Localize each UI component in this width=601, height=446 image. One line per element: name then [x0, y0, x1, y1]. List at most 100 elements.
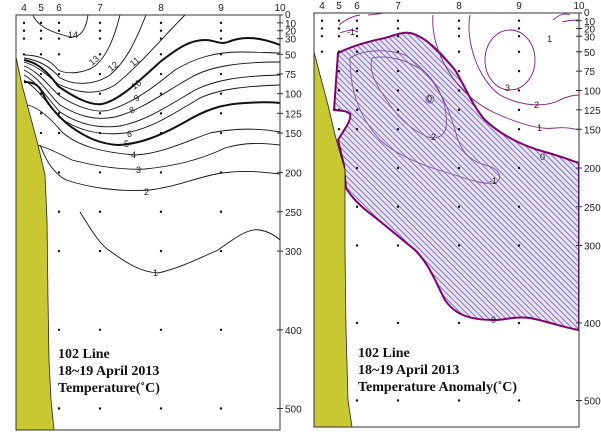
svg-text:6: 6 — [127, 129, 132, 139]
sample-point — [517, 128, 521, 131]
sample-point — [39, 29, 43, 32]
sample-point — [517, 321, 521, 325]
sample-point — [159, 131, 163, 135]
sample-point — [57, 92, 61, 95]
svg-text:1: 1 — [153, 268, 158, 278]
sample-point — [457, 166, 461, 170]
sample-point — [320, 50, 324, 53]
sample-point — [396, 19, 400, 22]
sample-point — [219, 92, 223, 95]
contour-1-top — [552, 13, 579, 23]
sample-point — [22, 21, 26, 25]
sample-point — [159, 92, 163, 95]
sample-point — [337, 89, 341, 92]
sample-point — [457, 69, 461, 73]
sample-point — [57, 171, 61, 174]
sample-point — [517, 27, 521, 30]
sample-point — [57, 37, 61, 40]
sample-points — [22, 21, 223, 410]
title-line-1: 102 Line — [358, 346, 410, 361]
depth-label: 300 — [584, 242, 601, 253]
sample-point — [517, 35, 521, 38]
svg-text:1: 1 — [537, 123, 542, 133]
contour-4 — [27, 104, 280, 156]
sample-point — [396, 27, 400, 30]
station-label: 4 — [21, 3, 27, 14]
sample-point — [396, 399, 400, 402]
depth-label: 100 — [285, 90, 302, 101]
contour-1 — [432, 14, 579, 131]
svg-text:14: 14 — [68, 30, 78, 40]
sample-point — [517, 108, 521, 112]
station-label: 5 — [336, 1, 342, 12]
temperature-contours — [23, 15, 280, 274]
sample-point — [219, 29, 223, 32]
contour-minus-3 — [425, 94, 435, 104]
depth-label: 10 — [285, 19, 297, 30]
station-label: 6 — [354, 1, 360, 12]
sample-point — [57, 328, 61, 331]
sample-point — [355, 128, 359, 131]
svg-text:8: 8 — [128, 105, 137, 116]
sample-point — [57, 72, 61, 76]
sample-point — [337, 50, 341, 53]
sample-point — [396, 50, 400, 53]
sample-point — [98, 92, 102, 95]
sample-point — [159, 171, 163, 174]
sample-point — [98, 112, 102, 115]
sample-point — [396, 35, 400, 38]
depth-label: 30 — [584, 32, 596, 43]
sample-point — [517, 89, 521, 92]
svg-text:0: 0 — [427, 94, 432, 104]
sample-point — [98, 328, 102, 331]
sample-point — [57, 53, 61, 56]
sample-point — [355, 108, 359, 112]
depth-label: 30 — [285, 35, 297, 46]
station-label: 6 — [56, 3, 62, 14]
sample-point — [457, 108, 461, 112]
contour-8 — [23, 61, 280, 119]
svg-text:3: 3 — [136, 165, 141, 175]
sample-point — [159, 21, 163, 25]
sample-point — [320, 19, 324, 22]
contour-minus-1 — [349, 50, 500, 184]
contour-13 — [23, 15, 121, 74]
sample-point — [98, 407, 102, 410]
panel-title: 102 Line 18~19 April 2013 Temperature(˚C… — [58, 347, 160, 396]
depth-label: 250 — [285, 208, 302, 219]
sample-point — [98, 29, 102, 32]
svg-text:4: 4 — [131, 150, 136, 160]
sample-point — [219, 112, 223, 115]
sample-point — [22, 37, 26, 40]
sample-point — [396, 166, 400, 170]
sample-point — [355, 89, 359, 92]
svg-text:-2: -2 — [428, 132, 436, 142]
sample-point — [22, 29, 26, 32]
sample-point — [57, 112, 61, 115]
sample-point — [159, 37, 163, 40]
sample-point — [457, 128, 461, 131]
sample-point — [355, 35, 359, 38]
sample-point — [355, 399, 359, 402]
sample-point — [219, 210, 223, 213]
contour-3 — [484, 29, 536, 91]
sample-point — [98, 37, 102, 40]
contour-12 — [23, 15, 147, 84]
sample-point — [517, 50, 521, 53]
sample-point — [22, 53, 26, 56]
sample-point — [355, 50, 359, 53]
sample-point — [39, 72, 43, 76]
depth-label: 20 — [285, 27, 297, 38]
sample-point — [337, 27, 341, 30]
sample-point — [355, 27, 359, 30]
contour-labels: 14 13 12 11 10 9 8 6 5 4 3 2 1 — [68, 30, 158, 278]
svg-text:-1: -1 — [489, 176, 497, 186]
depth-label: 500 — [285, 405, 302, 416]
station-labels: 4 5 6 7 8 9 10 — [21, 3, 286, 14]
sample-point — [219, 37, 223, 40]
sample-point — [355, 166, 359, 170]
depth-label: 400 — [285, 326, 302, 337]
sample-point — [39, 112, 43, 115]
sample-point — [219, 249, 223, 253]
